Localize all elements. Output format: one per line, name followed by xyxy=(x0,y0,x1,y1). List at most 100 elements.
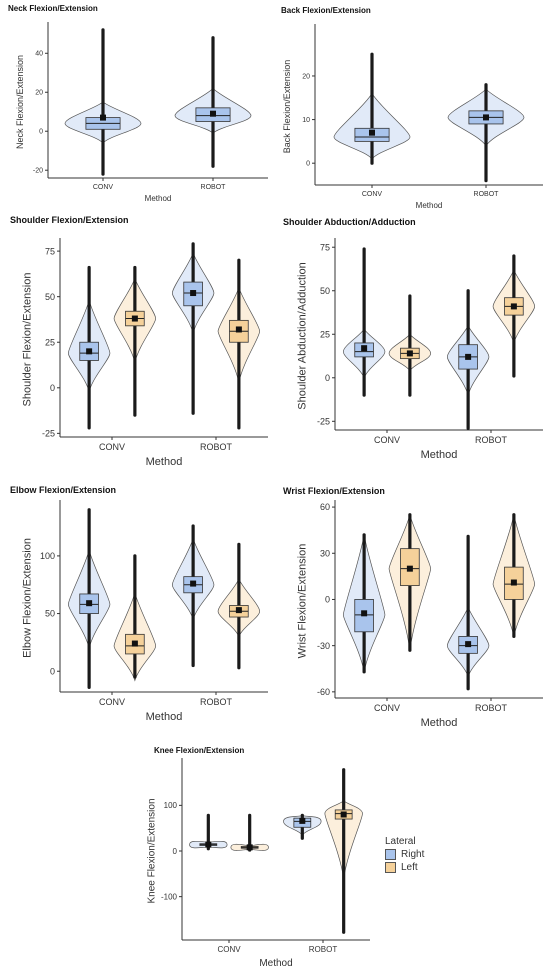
legend-label-left: Left xyxy=(401,862,418,873)
mean-point xyxy=(205,841,212,848)
y-axis-label: Knee Flexion/Extension xyxy=(147,798,158,903)
mean-point xyxy=(361,345,368,352)
x-axis-label: Method xyxy=(421,449,458,461)
y-tick-label: 25 xyxy=(320,329,330,339)
y-tick-label: 0 xyxy=(325,595,330,605)
mean-point xyxy=(299,817,306,824)
mean-point xyxy=(361,610,368,617)
x-tick-label: ROBOT xyxy=(475,703,508,713)
mean-point xyxy=(510,579,517,586)
mean-point xyxy=(235,326,242,333)
mean-point xyxy=(510,303,517,310)
y-tick-label: 75 xyxy=(320,242,330,252)
chart-title: Elbow Flexion/Extension xyxy=(10,485,117,495)
elbow-violin-chart: 0 50 100 CONV ROBOT Method Elbow Flexion/Exten… xyxy=(21,500,268,723)
y-tick-label: 50 xyxy=(320,286,330,296)
y-tick-label: 0 xyxy=(173,847,178,856)
mean-point xyxy=(131,315,138,322)
mean-point xyxy=(369,129,375,136)
back-violin-chart: 0 10 20 CONV ROBOT Method Back Flexion/Extensi… xyxy=(282,24,543,210)
y-tick-label: -20 xyxy=(33,168,43,175)
x-tick-label: CONV xyxy=(374,435,400,445)
y-tick-label: -30 xyxy=(317,641,330,651)
y-tick-label: 75 xyxy=(45,246,55,256)
y-tick-label: 10 xyxy=(302,117,310,124)
y-axis-label: Wrist Flexion/Extension xyxy=(296,544,308,659)
chart-title: Shoulder Flexion/Extension xyxy=(10,215,129,225)
y-tick-label: 50 xyxy=(45,292,55,302)
mean-point xyxy=(465,353,472,360)
chart-title: Shoulder Abduction/Adduction xyxy=(283,217,416,227)
shoulder-flexion-violin-chart: -25 0 25 50 75 CONV ROBOT Method Shoulder Flexio… xyxy=(21,238,268,468)
x-tick-label: ROBOT xyxy=(201,184,227,191)
mean-point xyxy=(406,565,413,572)
x-tick-label: CONV xyxy=(99,697,125,707)
x-axis-label: Method xyxy=(146,456,183,468)
x-tick-label: ROBOT xyxy=(309,945,338,954)
y-tick-label: 0 xyxy=(50,383,55,393)
y-tick-label: 100 xyxy=(164,801,178,810)
x-tick-label: CONV xyxy=(217,945,241,954)
y-tick-label: 0 xyxy=(325,373,330,383)
chart-title: Wrist Flexion/Extension xyxy=(283,486,385,496)
legend-swatch-left xyxy=(385,862,396,873)
mean-point xyxy=(235,607,242,614)
x-axis-label: Method xyxy=(259,958,292,969)
y-axis-label: Shoulder Flexion/Extension xyxy=(21,273,33,407)
x-tick-label: ROBOT xyxy=(474,191,500,198)
mean-point xyxy=(190,290,197,297)
chart-title: Neck Flexion/Extension xyxy=(8,4,98,13)
mean-point xyxy=(131,640,138,647)
mean-point xyxy=(246,844,253,851)
y-axis-label: Elbow Flexion/Extension xyxy=(21,538,33,658)
x-tick-label: CONV xyxy=(93,184,114,191)
y-tick-label: 40 xyxy=(35,51,43,58)
legend-title: Lateral xyxy=(385,836,416,847)
x-tick-label: ROBOT xyxy=(200,442,233,452)
x-tick-label: ROBOT xyxy=(200,697,233,707)
y-tick-label: 60 xyxy=(320,502,330,512)
panel-shoulder-abd: Shoulder Abduction/Adduction -25 0 25 50 75 C… xyxy=(275,212,550,474)
x-tick-label: CONV xyxy=(374,703,400,713)
panel-back: Back Flexion/Extension 0 10 20 CONV ROBOT Met… xyxy=(275,0,550,215)
wrist-violin-chart: -60 -30 0 30 60 CONV ROBOT Method Wrist Flexion/… xyxy=(296,500,543,729)
y-tick-label: 0 xyxy=(39,129,43,136)
legend-swatch-right xyxy=(385,849,396,860)
panel-knee: Knee Flexion/Extension -100 0 100 CONV ROBOT… xyxy=(120,740,380,972)
y-axis-label: Back Flexion/Extension xyxy=(282,60,292,154)
mean-point xyxy=(406,350,413,357)
y-tick-label: 0 xyxy=(306,161,310,168)
mean-point xyxy=(86,348,93,355)
neck-violin-chart: -20 0 20 40 CONV ROBOT Method Neck Flexion/Exte… xyxy=(15,22,268,203)
y-tick-label: 50 xyxy=(45,609,55,619)
legend-item-left: Left xyxy=(385,862,424,873)
mean-point xyxy=(340,811,347,818)
y-tick-label: -25 xyxy=(42,429,55,439)
x-axis-label: Method xyxy=(416,201,443,210)
legend-item-right: Right xyxy=(385,849,424,860)
panel-shoulder-flex: Shoulder Flexion/Extension -25 0 25 50 75 CON… xyxy=(0,212,275,474)
x-axis-label: Method xyxy=(421,717,458,729)
y-tick-label: 20 xyxy=(35,90,43,97)
legend: Lateral Right Left xyxy=(385,836,424,873)
y-tick-label: 100 xyxy=(40,551,55,561)
y-tick-label: 0 xyxy=(50,666,55,676)
mean-point xyxy=(483,114,489,121)
y-tick-label: 30 xyxy=(320,548,330,558)
mean-point xyxy=(100,114,106,121)
y-axis-label: Neck Flexion/Extension xyxy=(15,55,25,149)
panel-wrist: Wrist Flexion/Extension -60 -30 0 30 60 CONV R… xyxy=(275,480,550,730)
chart-title: Knee Flexion/Extension xyxy=(154,746,245,755)
y-tick-label: -100 xyxy=(161,892,178,901)
y-axis-label: Shoulder Abduction/Adduction xyxy=(296,262,308,409)
y-tick-label: -60 xyxy=(317,687,330,697)
x-tick-label: ROBOT xyxy=(475,435,508,445)
y-tick-label: -25 xyxy=(317,416,330,426)
x-tick-label: CONV xyxy=(99,442,125,452)
panel-elbow: Elbow Flexion/Extension 0 50 100 CONV ROBOT M… xyxy=(0,480,275,730)
y-tick-label: 25 xyxy=(45,337,55,347)
mean-point xyxy=(465,641,472,648)
x-tick-label: CONV xyxy=(362,191,383,198)
mean-point xyxy=(86,600,93,607)
y-tick-label: 20 xyxy=(302,73,310,80)
